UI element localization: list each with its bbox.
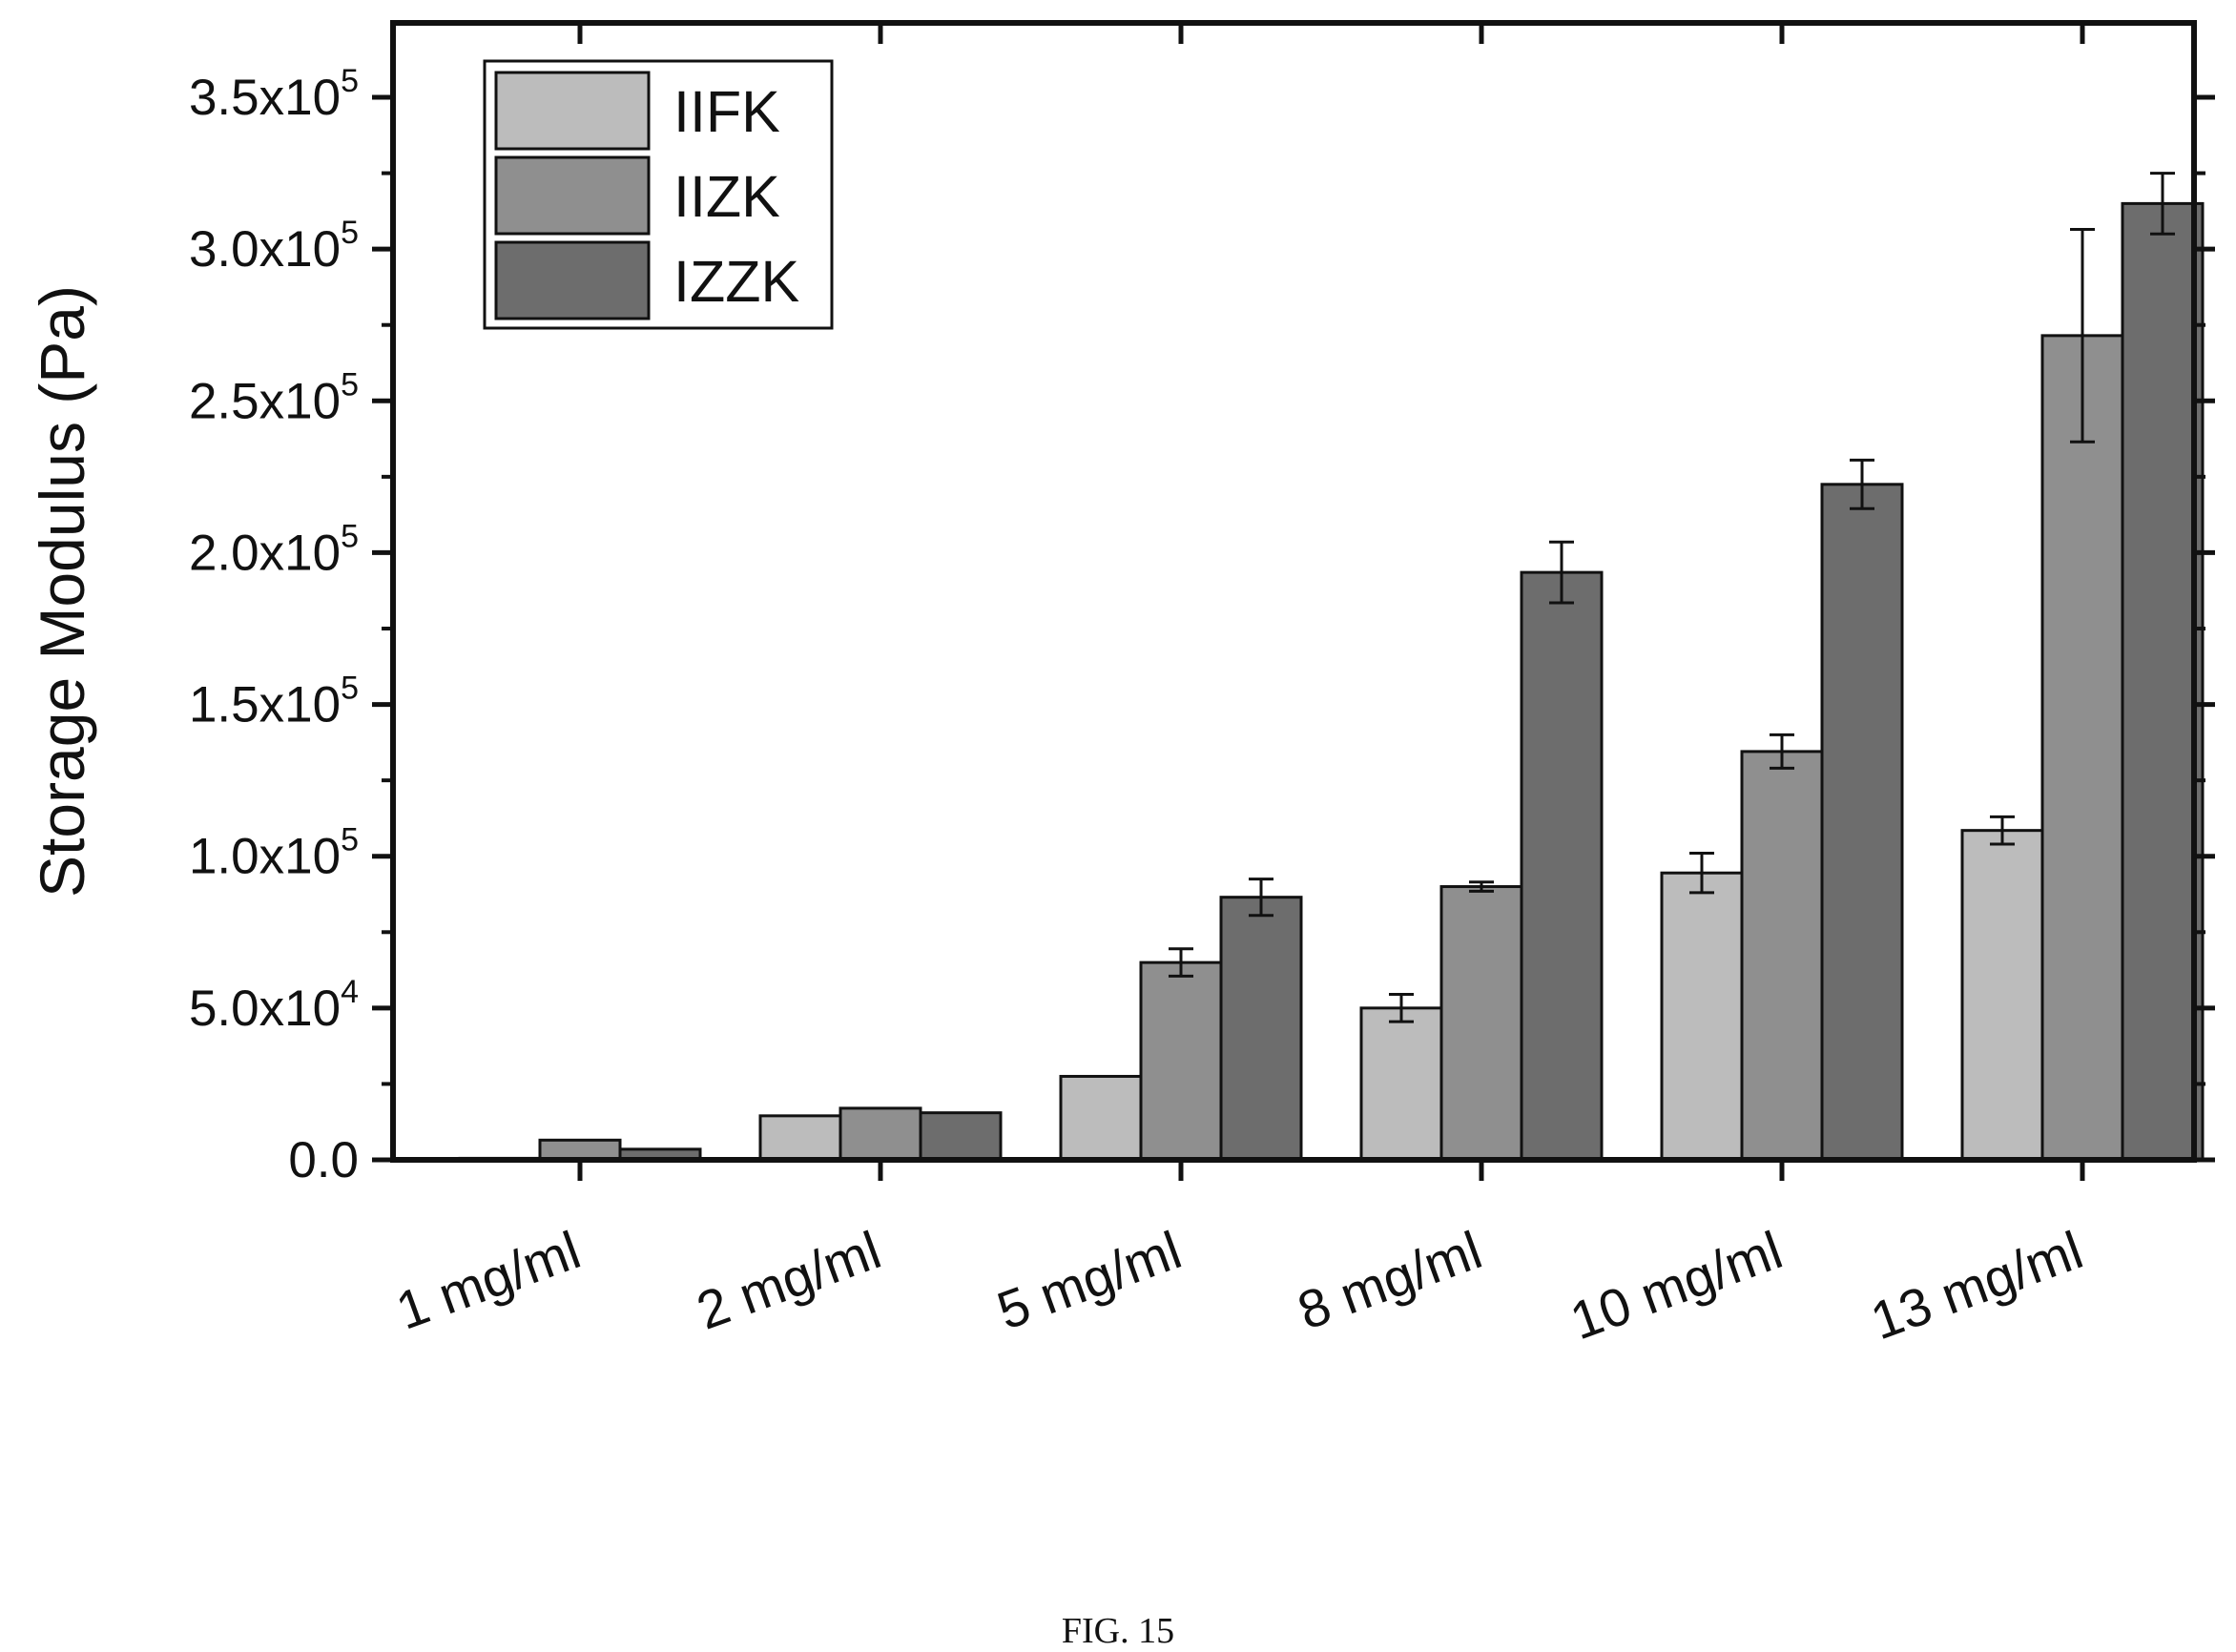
bar-iizk-5	[2040, 334, 2124, 1162]
x-tick-labels: 1 mg/ml 2 mg/ml 5 mg/ml 8 mg/ml 10 mg/ml 13 m…	[388, 1219, 2090, 1351]
error-bar-iifk-3	[1389, 993, 1414, 1023]
bar-izzk-1	[919, 1111, 1003, 1162]
x-tick-label-1: 2 mg/ml	[689, 1219, 888, 1340]
error-bar-izzk-2	[1249, 878, 1273, 918]
error-bar-iifk-4	[1689, 852, 1714, 895]
bar-iifk-2	[1059, 1074, 1143, 1162]
bar-iizk-4	[1740, 750, 1824, 1162]
figure-caption: FIG. 15	[1061, 1611, 1175, 1651]
error-bar-izzk-3	[1549, 540, 1574, 605]
bar-iizk-1	[838, 1106, 922, 1162]
error-bars-layer	[1169, 172, 2175, 1023]
legend-swatch-izzk	[494, 240, 651, 320]
plot-frame	[390, 20, 2197, 1163]
y-tick-label-4: 2.0x105	[189, 518, 359, 581]
x-tick-label-3: 8 mg/ml	[1290, 1219, 1489, 1340]
y-tick-label-0: 0.0	[288, 1132, 359, 1188]
bar-iifk-4	[1660, 871, 1744, 1162]
error-bar-iizk-3	[1469, 880, 1494, 893]
error-bar-izzk-5	[2150, 172, 2175, 236]
y-tick-label-3: 1.5x105	[189, 671, 359, 733]
y-tick-label-7: 3.5x105	[189, 63, 359, 126]
bar-izzk-3	[1520, 570, 1604, 1162]
error-bar-izzk-4	[1850, 458, 1874, 510]
x-tick-label-0: 1 mg/ml	[388, 1219, 588, 1340]
y-tick-labels: 0.0 5.0x104 1.0x105 1.5x105 2.0x105 2.5x105 3.…	[189, 63, 359, 1188]
bar-iizk-3	[1439, 885, 1523, 1162]
y-tick-label-6: 3.0x105	[189, 215, 359, 278]
legend-label-iizk: IIZK	[673, 164, 780, 229]
error-bar-iizk-5	[2070, 227, 2095, 444]
y-tick-label-2: 1.0x105	[189, 822, 359, 885]
error-bar-iizk-2	[1169, 947, 1193, 978]
bar-iifk-5	[1960, 829, 2044, 1162]
legend-swatch-iizk	[494, 155, 651, 236]
error-bar-iizk-4	[1770, 733, 1794, 770]
legend-label-izzk: IZZK	[673, 249, 799, 314]
y-axis-title: Storage Modulus (Pa)	[27, 285, 97, 898]
bar-iizk-0	[538, 1138, 622, 1162]
x-tick-label-4: 10 mg/ml	[1563, 1219, 1790, 1351]
legend: IIFK IIZK IZZK	[483, 59, 834, 330]
axis-ticks	[372, 23, 2215, 1181]
legend-label-iifk: IIFK	[673, 79, 780, 144]
y-tick-label-1: 5.0x104	[189, 974, 359, 1037]
bar-iifk-1	[758, 1114, 842, 1162]
x-tick-label-5: 13 mg/ml	[1863, 1219, 2090, 1351]
bar-chart: 0.0 5.0x104 1.0x105 1.5x105 2.0x105 2.5x105 3.…	[27, 20, 2215, 1351]
bar-izzk-4	[1820, 483, 1904, 1162]
bars-layer	[458, 201, 2205, 1162]
y-tick-label-5: 2.5x105	[189, 366, 359, 429]
bar-izzk-5	[2121, 201, 2205, 1162]
bar-iifk-3	[1359, 1006, 1443, 1162]
error-bar-iifk-5	[1990, 815, 2015, 846]
x-tick-label-2: 5 mg/ml	[989, 1219, 1189, 1340]
legend-swatch-iifk	[494, 71, 651, 151]
bar-izzk-2	[1219, 896, 1303, 1162]
bar-iizk-2	[1139, 960, 1223, 1162]
